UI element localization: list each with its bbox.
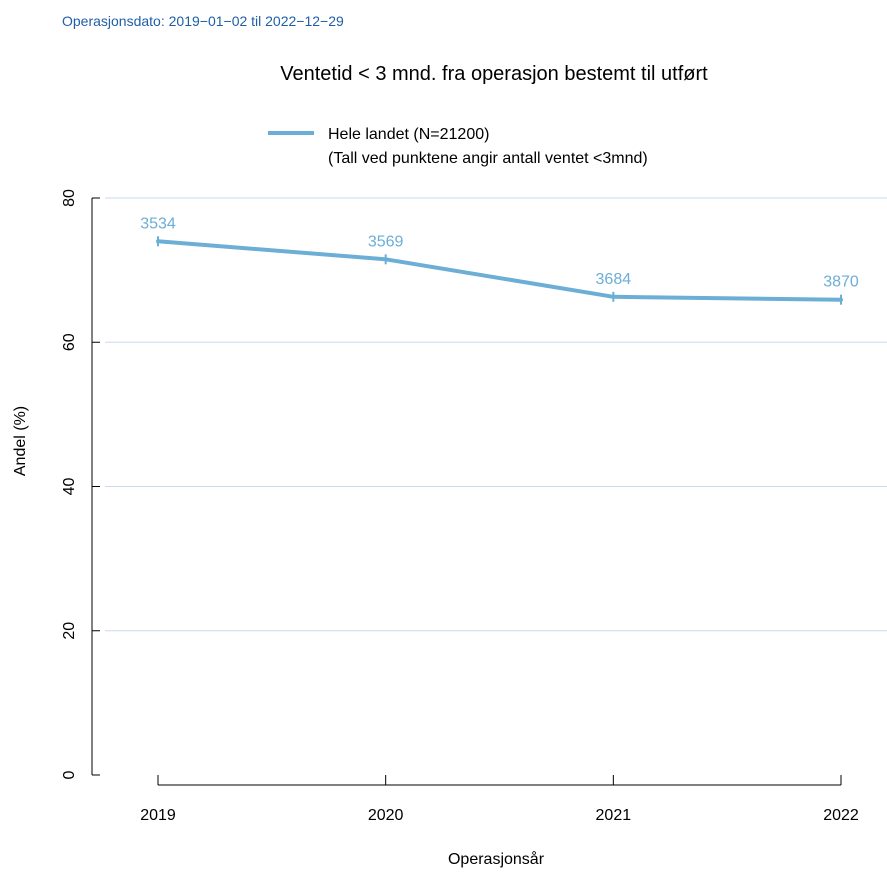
chart-subtitle: Operasjonsdato: 2019−01−02 til 2022−12−2… (62, 13, 344, 29)
data-label: 3569 (368, 233, 404, 250)
y-axis: 0 20 40 60 80 (61, 189, 100, 779)
series-hele-landet (156, 236, 843, 305)
y-tick-label: 20 (61, 622, 78, 640)
x-tick-label: 2020 (368, 807, 404, 824)
chart-title: Ventetid < 3 mnd. fra operasjon bestemt … (280, 63, 708, 85)
data-label: 3870 (823, 274, 859, 291)
x-tick-label: 2021 (596, 807, 632, 824)
y-tick-label: 80 (61, 189, 78, 207)
y-axis-label: Andel (%) (12, 406, 29, 476)
y-tick-label: 0 (61, 770, 78, 779)
legend-entry: Hele landet (N=21200) (328, 126, 489, 143)
series-line (156, 239, 843, 302)
data-labels: 3534 3569 3684 3870 (140, 215, 859, 290)
x-axis-label: Operasjonsår (448, 850, 545, 868)
x-tick-label: 2019 (140, 807, 176, 824)
legend-note: (Tall ved punktene angir antall ventet <… (328, 150, 648, 167)
grid-lines (105, 197, 887, 632)
y-tick-label: 40 (61, 478, 78, 496)
legend: Hele landet (N=21200) (Tall ved punktene… (268, 126, 648, 167)
x-tick-label: 2022 (823, 807, 859, 824)
data-label: 3534 (140, 215, 176, 232)
y-tick-label: 60 (61, 333, 78, 351)
data-label: 3684 (596, 271, 632, 288)
x-axis: 2019 2020 2021 2022 (140, 775, 859, 824)
